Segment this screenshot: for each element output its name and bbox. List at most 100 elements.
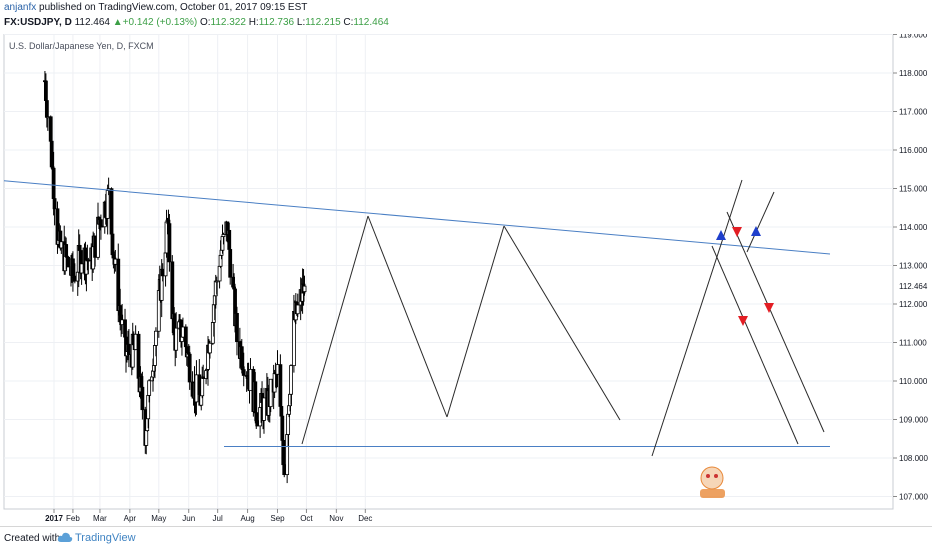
candle-up [208,342,212,354]
price-tick-label: 109.000 [899,416,928,425]
projection-line-up [651,179,743,457]
last-price-marker [894,280,932,293]
price-tick-label: 112.000 [899,300,928,309]
blue-up-arrow-icon [751,226,761,236]
candle-up [221,234,226,237]
candle-up [217,265,222,282]
candle-up [200,376,205,397]
high-value: 112.736 [258,17,295,28]
low-value: 112.215 [305,17,341,28]
candle-up [174,327,179,351]
time-tick-label: 2017 [45,514,63,523]
candle-down [66,256,70,268]
price-tick-label: 119.000 [899,34,928,40]
projection-line-up-2 [746,191,775,253]
last-price-label: 112.464 [899,282,928,291]
price-tick-label: 117.000 [899,108,928,117]
candle-down [109,188,114,235]
up-triangle-icon: ▲ [112,17,123,28]
author-link[interactable]: anjanfx [4,2,37,13]
drawings-layer [3,179,831,457]
candle-up [289,365,293,395]
time-tick-label: Mar [93,514,107,523]
time-tick-label: Jul [213,514,223,523]
swing-line-down-2 [503,225,621,421]
ohlc-line: FX:USDJPY, D 112.464 ▲+0.142 (+0.13%) O:… [4,17,389,28]
candle-down [126,343,131,355]
price-tick-label: 115.000 [899,185,928,194]
time-tick-label: Sep [270,514,285,523]
symbol-label[interactable]: FX:USDJPY, D [4,17,72,28]
projection-line-down-2 [726,211,825,433]
candle-up [286,413,291,435]
publish-line: anjanfx published on TradingView.com, Oc… [4,2,307,13]
chart-header: anjanfx published on TradingView.com, Oc… [0,0,932,32]
candle-down [228,249,233,278]
candle-up [262,397,266,421]
time-tick-label: Aug [240,514,254,523]
candle-up [154,330,158,346]
candle-up [79,263,84,274]
avatar-face [700,466,724,490]
candle-up [302,285,307,293]
candlestick-series [43,70,307,484]
candle-down [52,198,57,210]
open-value: 112.322 [210,17,246,28]
chart-title: U.S. Dollar/Japanese Yen, D, FXCM [9,41,154,51]
red-down-arrow-icon [732,227,742,237]
candle-down [281,439,286,466]
swing-line-up-2 [446,225,505,418]
blue-up-arrow-icon [716,230,726,240]
published-text: published on TradingView.com, October 01… [39,2,308,13]
low-label: L: [296,17,306,28]
price-tick-label: 107.000 [899,493,928,502]
candle-up [214,280,219,283]
price-chart[interactable]: U.S. Dollar/Japanese Yen, D, FXCM 107.00… [0,34,932,524]
time-tick-label: May [151,514,166,523]
candle-down [241,369,246,376]
price-tick-label: 111.000 [899,339,927,348]
footer: Created with TradingView [0,526,932,551]
tradingview-brand[interactable]: TradingView [75,532,136,544]
price-tick-label: 110.000 [899,377,928,386]
plot-area[interactable] [3,34,894,510]
candle-up [268,378,273,408]
avatar-eye [706,474,710,478]
price-tick-label: 116.000 [899,146,928,155]
candle-down [110,233,115,256]
candle-down [167,223,172,263]
high-label: H: [248,17,259,28]
time-tick-label: Jun [182,514,195,523]
tradingview-cloud-icon [57,532,73,542]
price-tick-label: 108.000 [899,454,928,463]
time-tick-label: Feb [66,514,80,523]
price-tick-label: 114.000 [899,223,928,232]
close-label: C: [343,17,354,28]
candle-down [123,319,127,338]
candle-down [140,386,145,411]
time-axis[interactable]: 2017 Feb Mar Apr May Jun Jul Aug Sep Oct Nov Dec [4,508,893,523]
swing-line-down-1 [367,215,448,418]
time-tick-label: Dec [358,514,372,523]
close-value: 112.464 [353,17,389,28]
projection-line-down-1 [711,245,799,445]
candle-down [187,353,192,383]
last-price: 112.464 [74,17,110,28]
time-tick-label: Nov [329,514,343,523]
candle-up [144,430,149,446]
price-tick-label: 113.000 [899,262,928,271]
change-value: +0.142 (+0.13%) [122,17,198,28]
avatar-eye [714,474,718,478]
red-down-arrow-icon [738,316,748,326]
open-label: O: [199,17,211,28]
price-axis[interactable]: 107.000 108.000 109.000 110.000 111.000 112.0… [893,34,932,502]
candle-up [147,380,152,396]
price-tick-label: 118.000 [899,69,928,78]
candle-up [295,304,300,315]
created-with-text: Created with [4,533,61,544]
time-tick-label: Oct [300,514,313,523]
avatar-watermark-icon [700,466,725,498]
red-down-arrow-icon [764,303,774,313]
candle-down [253,381,258,414]
resistance-trendline [3,180,831,255]
